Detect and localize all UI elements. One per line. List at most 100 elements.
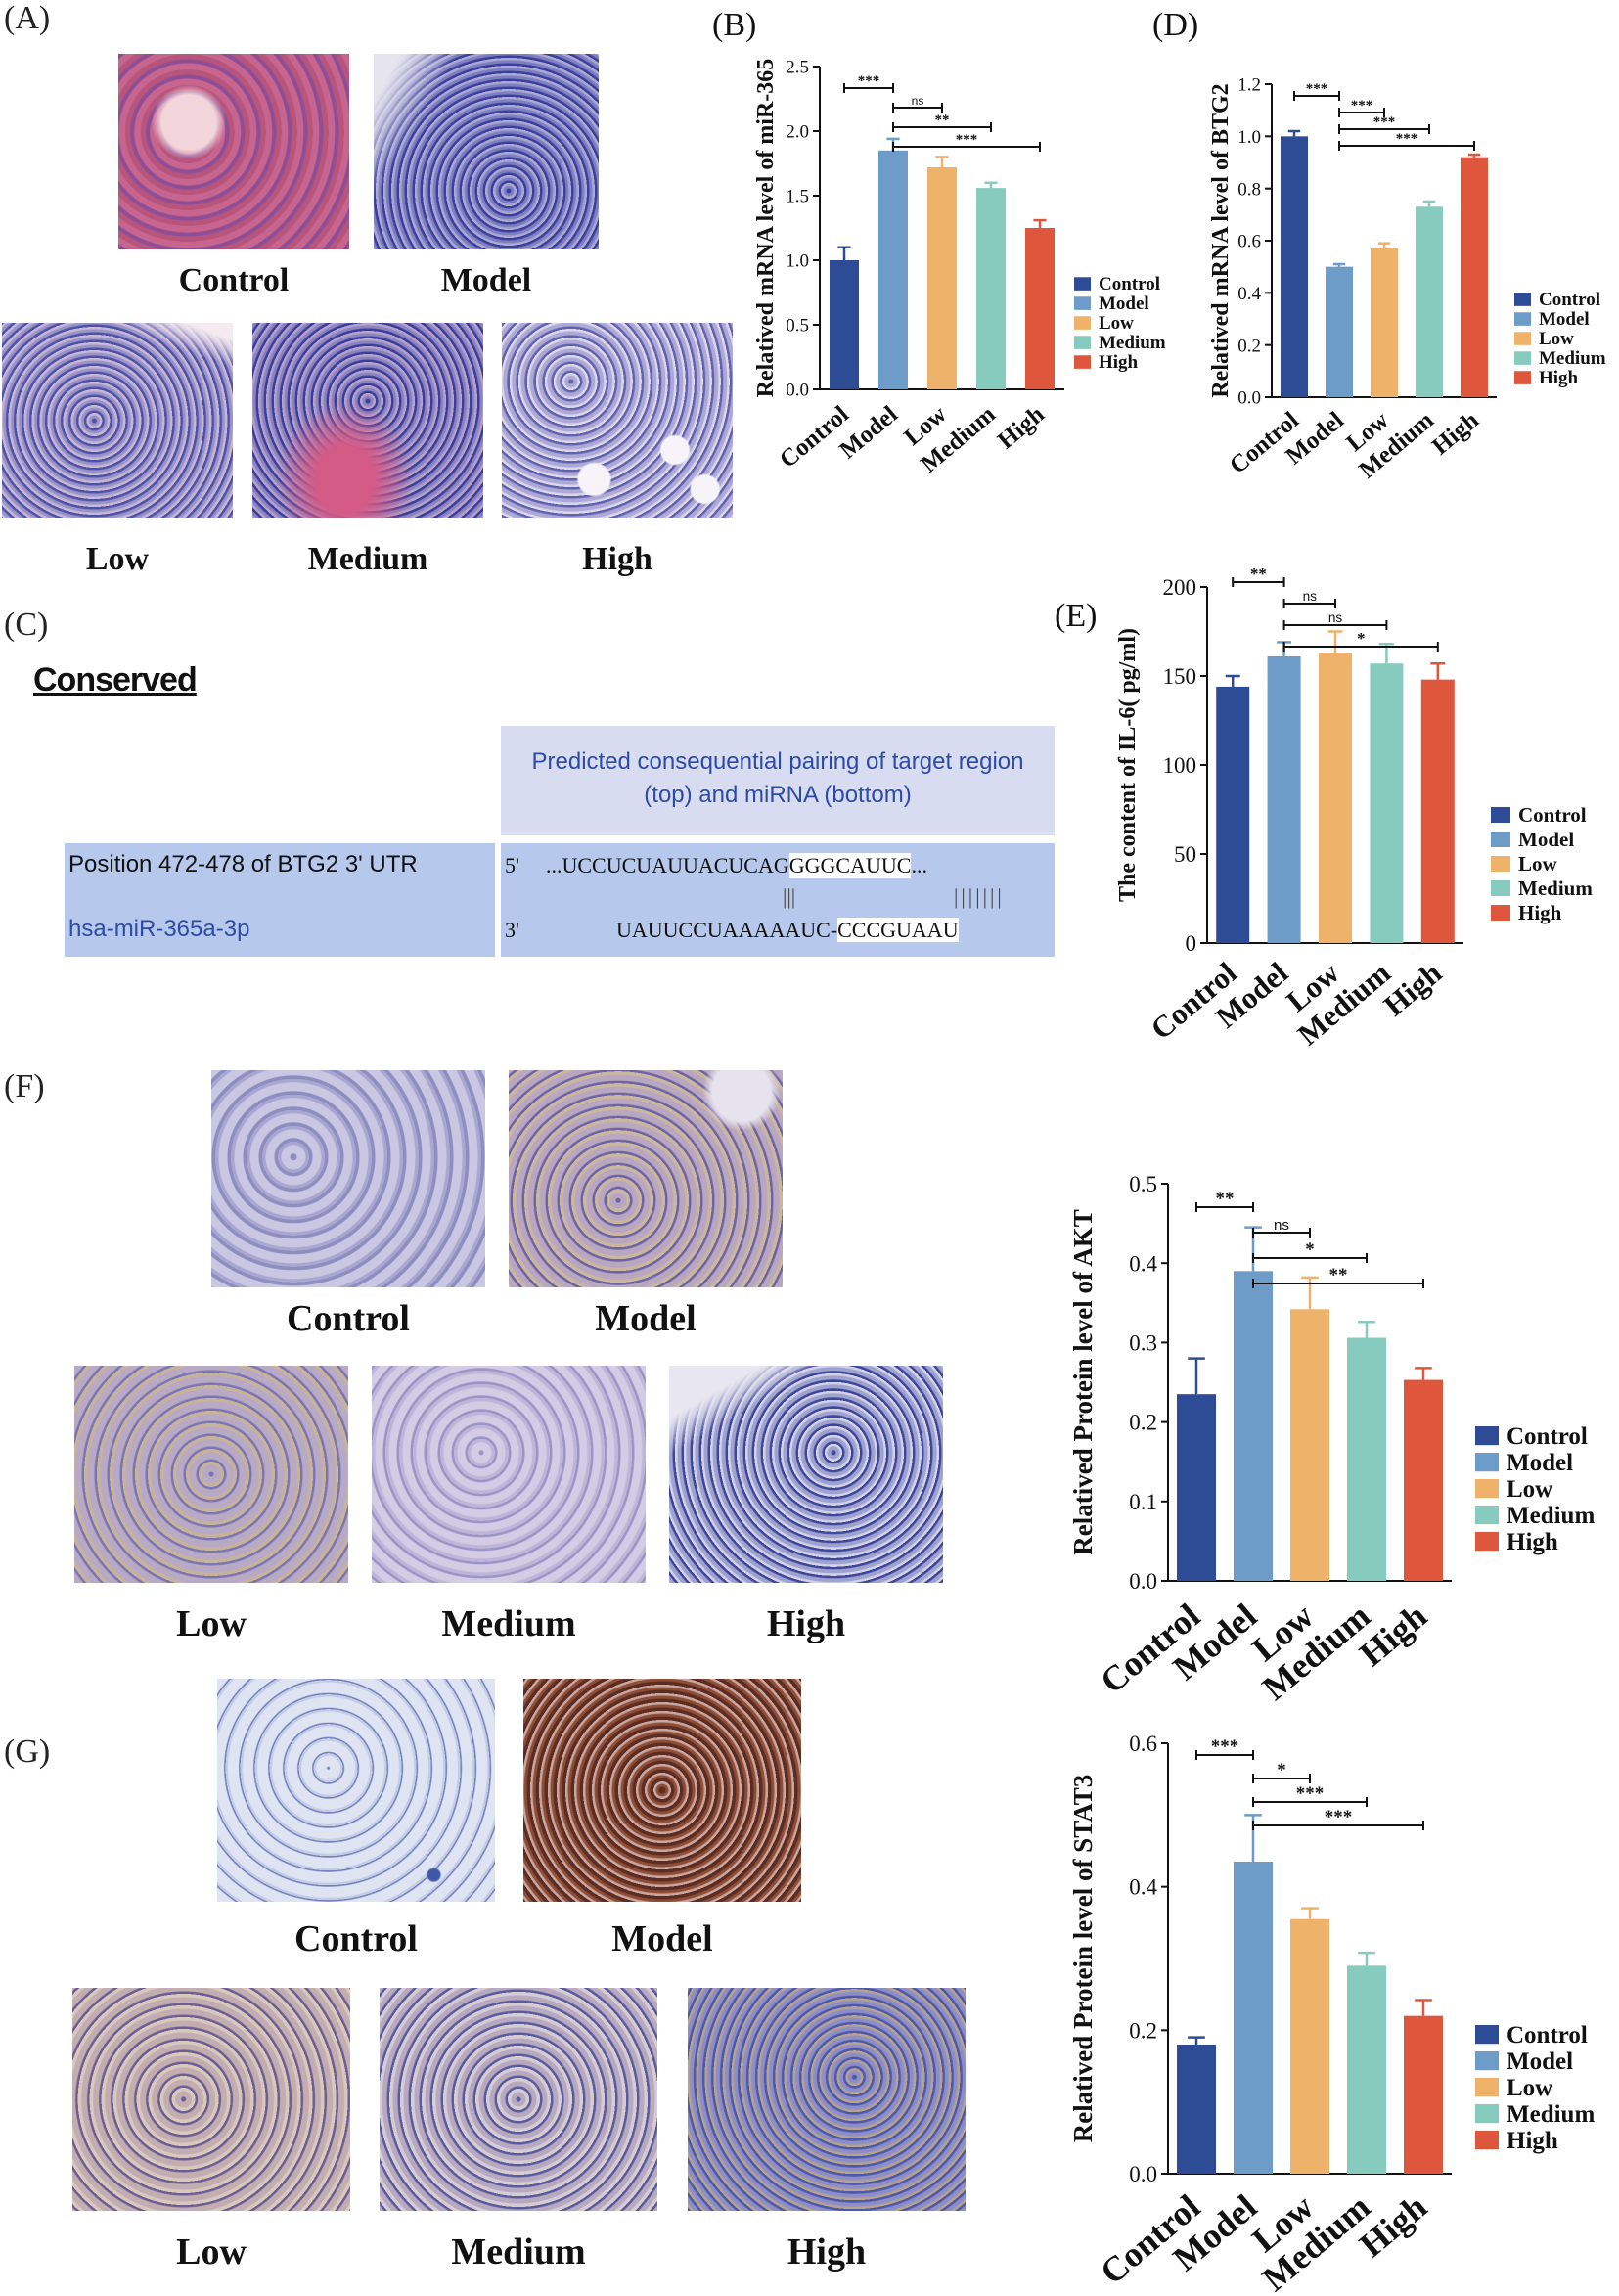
panel-c-pairing-right: ||||||| [954, 884, 1005, 909]
y-tick-label: 200 [1163, 575, 1197, 600]
legend-swatch-low [1475, 1479, 1499, 1499]
y-tick-label: 0.2 [1129, 2018, 1157, 2043]
chart-stat3: 0.0 0.2 0.4 0.6 Relatived Protein level of S… [1068, 1732, 1595, 2296]
significance-label: ns [912, 94, 924, 108]
legend-swatch-model [1475, 2051, 1499, 2071]
bar-control [1177, 1394, 1216, 1581]
bar-high [1404, 2015, 1443, 2174]
significance-label: *** [1373, 114, 1396, 130]
panel-c-row2-seq-pre: UAUUCCUAAAAAUC- [616, 918, 838, 942]
panel-c-label-box: Position 472-478 of BTG2 3' UTR hsa-miR-… [65, 843, 495, 957]
legend-label-high: High [1507, 2128, 1558, 2154]
x-tick-label: High [1377, 956, 1449, 1023]
legend-swatch-high [1074, 355, 1091, 369]
significance-label: *** [1306, 81, 1328, 97]
panel-g-caption-high: High [787, 2231, 867, 2273]
bar-control [1177, 2045, 1216, 2174]
panel-a-caption-low: Low [85, 541, 150, 577]
y-tick-label: 0.1 [1129, 1490, 1157, 1514]
panel-a-caption-control: Control [178, 262, 290, 298]
y-tick-label: 0.0 [1129, 1569, 1157, 1594]
legend-swatch-low [1475, 2078, 1499, 2097]
legend-swatch-medium [1491, 880, 1510, 896]
legend-label-low: Low [1507, 2075, 1552, 2101]
panel-a-caption-model: Model [440, 262, 532, 298]
bar-control [1216, 686, 1250, 943]
panel-g-caption-model: Model [611, 1918, 713, 1959]
bar-model [1234, 1271, 1273, 1581]
x-tick-label: High [1427, 407, 1484, 461]
y-tick-label: 0.0 [786, 381, 809, 401]
legend-swatch-medium [1074, 336, 1091, 349]
legend-swatch-model [1074, 296, 1091, 310]
panel-f-letter: (F) [4, 1068, 45, 1104]
y-tick-label: 0.5 [1129, 1172, 1157, 1196]
legend-label-model: Model [1507, 1450, 1573, 1476]
chart-b: (B) 0.0 0.5 1.0 1.5 2.0 2.5 Relatived mRNA leve… [712, 7, 1166, 478]
significance-label: ns [1274, 1217, 1289, 1234]
significance-label: *** [1396, 131, 1418, 147]
y-tick-label: 1.0 [1237, 127, 1261, 148]
significance-label: ** [1329, 1265, 1348, 1285]
panel-g-caption-control: Control [294, 1918, 418, 1959]
legend-label-model: Model [1099, 293, 1149, 314]
legend-label-low: Low [1099, 313, 1134, 334]
y-tick-label: 1.2 [1237, 75, 1261, 96]
x-tick-label: High [1352, 1596, 1434, 1674]
y-tick-label: 50 [1174, 842, 1196, 867]
panel-g-model-image [523, 1679, 801, 1902]
y-tick-label: 0.4 [1129, 1251, 1157, 1276]
panel-g-medium-image [380, 1988, 657, 2211]
legend-label-medium: Medium [1539, 348, 1606, 369]
legend-swatch-medium [1475, 1506, 1499, 1525]
panel-a-medium-image [252, 323, 483, 518]
bar-low [927, 166, 957, 389]
panel-f-caption-high: High [766, 1603, 846, 1644]
legend-swatch-control [1491, 807, 1510, 823]
legend-label-medium: Medium [1099, 333, 1166, 353]
panel-f-caption-model: Model [595, 1298, 697, 1339]
legend-swatch-high [1514, 371, 1531, 384]
significance-label: * [1357, 629, 1366, 648]
panel-g-high-image [688, 1988, 966, 2211]
significance-label: ** [1216, 1189, 1235, 1209]
chart-akt: 0.0 0.1 0.2 0.3 0.4 0.5 Relatived Protein leve… [1068, 1172, 1595, 1708]
panel-c-pairing-left: ||| [783, 884, 796, 909]
panel-c-row1-prime: 5' [505, 853, 519, 878]
legend-label-control: Control [1507, 2022, 1588, 2048]
y-tick-label: 0.6 [1129, 1732, 1157, 1756]
chart-d-letter: (D) [1152, 7, 1198, 43]
bar-high [1404, 1379, 1443, 1581]
bar-medium [976, 188, 1006, 389]
bar-model [878, 150, 908, 389]
panel-c-letter: (C) [4, 607, 49, 643]
panel-a-control-image [118, 54, 349, 249]
y-tick-label: 0.3 [1129, 1330, 1157, 1355]
legend-swatch-control [1514, 293, 1531, 306]
significance-label: *** [1351, 98, 1373, 113]
legend-label-low: Low [1507, 1476, 1552, 1503]
panel-a-high-image [502, 323, 733, 518]
bar-control [830, 260, 859, 389]
legend-swatch-low [1491, 856, 1510, 872]
legend-swatch-model [1475, 1453, 1499, 1472]
panel-f-caption-control: Control [287, 1298, 410, 1339]
x-tick-label: High [1352, 2186, 1434, 2265]
panel-f-control-image [211, 1070, 485, 1287]
significance-label: ** [935, 113, 950, 128]
y-tick-label: 0.2 [1237, 336, 1261, 356]
bar-medium [1370, 663, 1404, 943]
y-tick-label: 0.8 [1237, 179, 1261, 200]
panel-a-caption-medium: Medium [307, 541, 428, 577]
y-tick-label: 1.5 [786, 187, 809, 207]
bar-high [1461, 157, 1488, 397]
panel-g-control-image [217, 1679, 495, 1902]
legend-label-medium: Medium [1518, 877, 1593, 900]
panel-a-model-image [374, 54, 599, 249]
significance-label: * [1277, 1760, 1286, 1780]
y-axis-label: The content of IL-6( pg/ml) [1115, 628, 1141, 902]
bar-model [1234, 1862, 1273, 2174]
legend-swatch-low [1074, 316, 1091, 330]
panel-c-row1-seq-post: ... [911, 853, 927, 878]
